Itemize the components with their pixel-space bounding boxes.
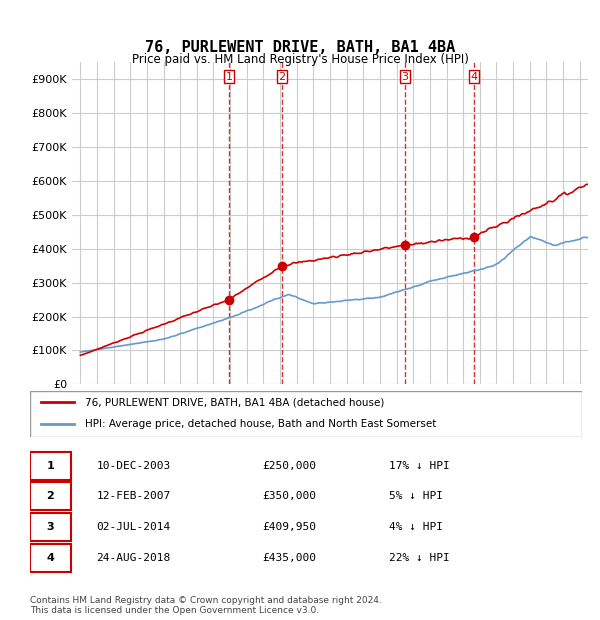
Text: 76, PURLEWENT DRIVE, BATH, BA1 4BA: 76, PURLEWENT DRIVE, BATH, BA1 4BA <box>145 40 455 55</box>
Text: 1: 1 <box>226 72 233 82</box>
Text: 3: 3 <box>47 522 54 532</box>
Text: 3: 3 <box>401 72 409 82</box>
Text: £435,000: £435,000 <box>262 552 316 563</box>
Text: Price paid vs. HM Land Registry's House Price Index (HPI): Price paid vs. HM Land Registry's House … <box>131 53 469 66</box>
Text: 4: 4 <box>46 552 55 563</box>
Text: 4% ↓ HPI: 4% ↓ HPI <box>389 522 443 532</box>
Text: 1: 1 <box>47 461 54 471</box>
Text: 24-AUG-2018: 24-AUG-2018 <box>96 552 170 563</box>
Text: Contains HM Land Registry data © Crown copyright and database right 2024.: Contains HM Land Registry data © Crown c… <box>30 596 382 606</box>
Text: 17% ↓ HPI: 17% ↓ HPI <box>389 461 449 471</box>
Text: £350,000: £350,000 <box>262 491 316 502</box>
Text: 10-DEC-2003: 10-DEC-2003 <box>96 461 170 471</box>
Text: 76, PURLEWENT DRIVE, BATH, BA1 4BA (detached house): 76, PURLEWENT DRIVE, BATH, BA1 4BA (deta… <box>85 397 385 407</box>
Text: 4: 4 <box>470 72 478 82</box>
Text: £250,000: £250,000 <box>262 461 316 471</box>
Text: 22% ↓ HPI: 22% ↓ HPI <box>389 552 449 563</box>
FancyBboxPatch shape <box>30 451 71 480</box>
Text: 2: 2 <box>47 491 54 502</box>
FancyBboxPatch shape <box>30 544 71 572</box>
Text: This data is licensed under the Open Government Licence v3.0.: This data is licensed under the Open Gov… <box>30 606 319 616</box>
Text: 12-FEB-2007: 12-FEB-2007 <box>96 491 170 502</box>
Text: 2: 2 <box>278 72 286 82</box>
Text: 02-JUL-2014: 02-JUL-2014 <box>96 522 170 532</box>
Text: HPI: Average price, detached house, Bath and North East Somerset: HPI: Average price, detached house, Bath… <box>85 419 437 429</box>
FancyBboxPatch shape <box>30 482 71 510</box>
FancyBboxPatch shape <box>30 391 582 437</box>
FancyBboxPatch shape <box>30 513 71 541</box>
Text: 5% ↓ HPI: 5% ↓ HPI <box>389 491 443 502</box>
Text: £409,950: £409,950 <box>262 522 316 532</box>
